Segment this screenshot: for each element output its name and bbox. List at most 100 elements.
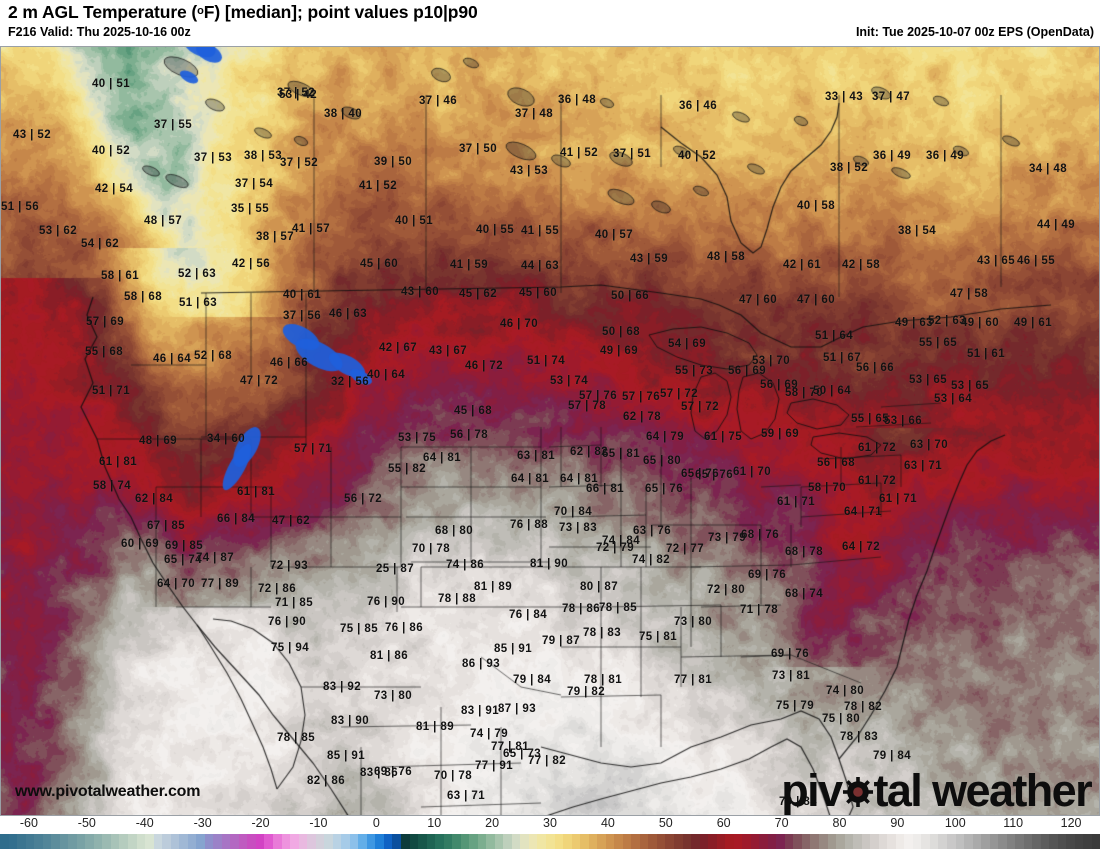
legend-swatch: [793, 834, 802, 849]
legend-swatch: [221, 834, 231, 849]
legend-swatch: [622, 834, 632, 849]
forecast-valid-label: F216 Valid: Thu 2025-10-16 00z: [8, 25, 191, 39]
legend-swatch: [665, 834, 674, 849]
map-viewport[interactable]: 40 | 51 43 | 52 37 | 55 40 | 52 37 | 53 38 | …: [0, 46, 1100, 816]
brand-text-part1: piv: [781, 765, 843, 816]
legend-swatch: [989, 834, 999, 849]
legend-swatch: [153, 834, 163, 849]
legend-tick: 10: [427, 816, 442, 830]
legend-swatch: [42, 834, 52, 849]
legend-tick: 40: [600, 816, 615, 830]
legend-swatch: [827, 834, 837, 849]
legend-swatch: [972, 834, 982, 849]
color-scale-legend[interactable]: -60 -50 -40 -30 -20 -10 0 10 20 30 40 50 60 70 80 90 100…: [0, 816, 1100, 850]
legend-swatch: [366, 834, 376, 849]
brand-text-part2: tal weather: [873, 765, 1093, 816]
legend-swatch: [68, 834, 77, 849]
legend-swatch: [776, 834, 785, 849]
legend-swatch: [358, 834, 367, 849]
legend-swatch: [290, 834, 299, 849]
legend-swatch: [708, 834, 717, 849]
legend-swatch: [605, 834, 615, 849]
legend-swatch: [409, 834, 419, 849]
legend-swatch: [784, 834, 794, 849]
legend-tick: 20: [485, 816, 500, 830]
model-init-label: Init: Tue 2025-10-07 00z EPS (OpenData): [855, 25, 1094, 39]
legend-swatch: [614, 834, 623, 849]
legend-swatch: [725, 834, 734, 849]
legend-swatch: [264, 834, 273, 849]
legend-swatch: [921, 834, 930, 849]
legend-swatch: [452, 834, 461, 849]
legend-swatch: [981, 834, 990, 849]
legend-swatch: [1023, 834, 1033, 849]
legend-swatch: [51, 834, 60, 849]
legend-tick: 80: [832, 816, 847, 830]
gear-o-icon: [842, 777, 873, 807]
legend-tick: 120: [1060, 816, 1082, 830]
legend-swatch: [375, 834, 384, 849]
legend-swatch: [17, 834, 26, 849]
legend-swatch: [187, 834, 197, 849]
legend-swatch: [332, 834, 342, 849]
legend-swatch: [1032, 834, 1041, 849]
legend-swatch: [34, 834, 43, 849]
legend-swatch: [964, 834, 973, 849]
legend-swatch: [528, 834, 538, 849]
legend-swatch: [1006, 834, 1016, 849]
legend-swatch: [912, 834, 922, 849]
legend-swatch: [383, 834, 393, 849]
legend-tick: 100: [944, 816, 966, 830]
legend-tick: -60: [19, 816, 38, 830]
legend-swatch: [0, 834, 9, 849]
legend-swatch: [520, 834, 529, 849]
legend-swatch: [742, 834, 751, 849]
legend-swatch: [170, 834, 180, 849]
legend-swatch: [870, 834, 879, 849]
legend-swatch: [85, 834, 94, 849]
site-watermark: www.pivotalweather.com: [15, 783, 201, 800]
legend-swatch: [213, 834, 222, 849]
legend-swatch: [819, 834, 828, 849]
page-title: 2 m AGL Temperature (oF) [median]; point…: [8, 2, 478, 23]
legend-swatch: [955, 834, 965, 849]
legend-swatch: [230, 834, 239, 849]
legend-swatch: [238, 834, 248, 849]
legend-swatch: [162, 834, 171, 849]
legend-swatch: [929, 834, 939, 849]
legend-tick: 30: [543, 816, 557, 830]
legend-swatch: [998, 834, 1007, 849]
legend-swatch: [392, 834, 401, 849]
legend-tick: 0: [372, 816, 380, 830]
title-text-main: 2 m AGL Temperature (: [8, 2, 198, 22]
legend-swatch: [537, 834, 546, 849]
legend-swatch: [315, 834, 325, 849]
legend-swatch: [349, 834, 359, 849]
legend-swatch: [691, 834, 700, 849]
legend-swatch: [76, 834, 86, 849]
header-bar: 2 m AGL Temperature (oF) [median]; point…: [0, 0, 1100, 46]
legend-tick: -20: [251, 816, 270, 830]
legend-swatch: [767, 834, 777, 849]
legend-swatch: [443, 834, 453, 849]
legend-swatch: [469, 834, 478, 849]
legend-swatch: [1083, 834, 1092, 849]
legend-tick: -30: [193, 816, 212, 830]
legend-swatch: [511, 834, 521, 849]
pivotal-weather-logo: piv: [781, 765, 1093, 816]
title-text-rest: F) [median]; point values p10|p90: [203, 2, 478, 22]
legend-tick: 60: [716, 816, 731, 830]
legend-swatch: [179, 834, 188, 849]
legend-tick: 50: [658, 816, 673, 830]
legend-tick: -10: [309, 816, 328, 830]
legend-swatch: [861, 834, 871, 849]
legend-swatch: [247, 834, 256, 849]
legend-swatch: [887, 834, 896, 849]
legend-swatch: [460, 834, 470, 849]
legend-swatch: [648, 834, 657, 849]
legend-swatch: [1015, 834, 1024, 849]
legend-swatch: [435, 834, 444, 849]
legend-swatch: [853, 834, 862, 849]
legend-tick: 70: [774, 816, 789, 830]
legend-tick: 90: [890, 816, 905, 830]
